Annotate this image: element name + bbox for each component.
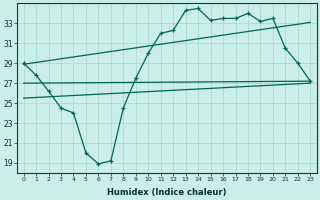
X-axis label: Humidex (Indice chaleur): Humidex (Indice chaleur) — [107, 188, 227, 197]
